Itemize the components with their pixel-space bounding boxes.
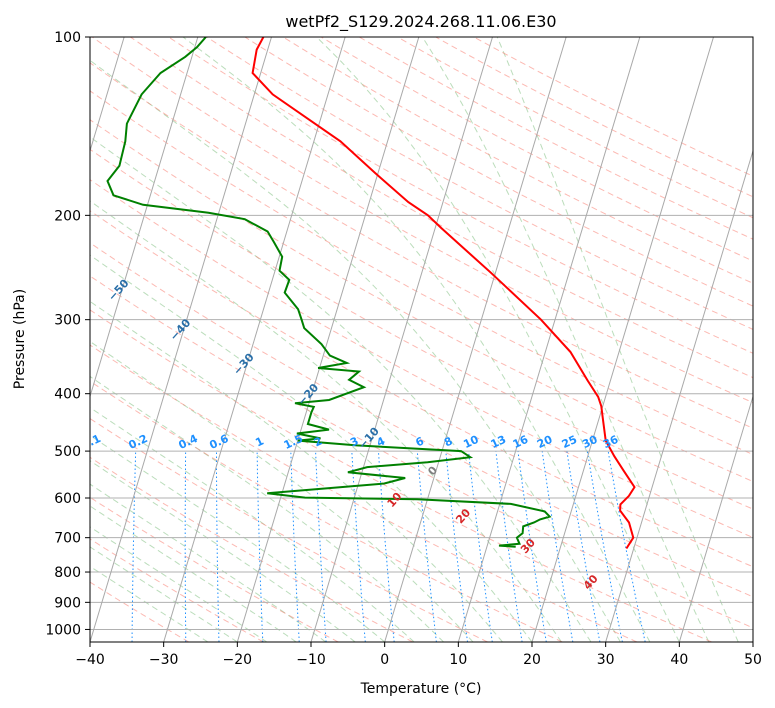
mixing-ratio-label: 20: [535, 433, 555, 451]
isotherm-line: [310, 37, 493, 642]
y-tick-label: 300: [54, 313, 81, 329]
moist-adiabat-line: [90, 546, 238, 642]
mixing-ratio-line: [351, 451, 366, 642]
isotherm-line: [605, 149, 753, 642]
x-tick-label: 10: [449, 652, 467, 668]
moist-adiabat-line: [90, 340, 474, 642]
y-tick-label: 800: [54, 565, 81, 581]
x-tick-label: −40: [75, 652, 105, 668]
y-tick-label: 900: [54, 595, 81, 611]
isotherm-line: [163, 37, 346, 642]
dry-adiabat-line: [90, 456, 414, 642]
moist-adiabat-line: [90, 483, 326, 642]
mixing-ratio-line: [377, 451, 395, 642]
dry-adiabat-line: [167, 37, 753, 354]
moist-adiabat-line: [90, 434, 386, 642]
isotherm-line: [90, 37, 125, 153]
dry-adiabat-line: [90, 417, 488, 642]
x-tick-label: 30: [597, 652, 615, 668]
moist-adiabat-line: [90, 526, 268, 642]
mixing-ratio-line: [586, 451, 623, 642]
isotherm-line: [90, 37, 272, 642]
moist-adiabat-line: [182, 37, 651, 642]
dry-adiabat-line: [90, 538, 264, 642]
y-tick-label: 1000: [45, 622, 81, 638]
y-tick-label: 500: [54, 444, 81, 460]
moist-adiabat-line: [90, 254, 533, 642]
isotherm-line: [457, 37, 641, 642]
x-axis: −40 −30 −20 −10 0 10 20 30 40 50: [75, 642, 762, 668]
dry-adiabat-line: [90, 148, 753, 510]
dry-adiabat-line: [90, 90, 753, 456]
y-tick-label: 200: [54, 208, 81, 224]
moist-adiabat-line: [421, 37, 710, 642]
x-tick-label: −10: [296, 652, 326, 668]
mixing-ratio-label: 25: [560, 433, 579, 451]
sounding-profiles: [106, 37, 636, 550]
x-tick-label: −30: [149, 652, 179, 668]
y-tick-label: 100: [54, 30, 81, 46]
mixing-ratio-line: [416, 451, 437, 642]
moist-adiabat-line: [90, 59, 621, 642]
y-tick-label: 600: [54, 491, 81, 507]
chart-title: wetPf2_S129.2024.268.11.06.E30: [285, 12, 556, 32]
y-axis-label: Pressure (hPa): [12, 289, 28, 389]
isotherm-line: [236, 37, 420, 642]
dry-adiabat-line: [90, 242, 753, 598]
isotherm-line: [678, 394, 753, 642]
mixing-ratio-line: [468, 451, 493, 642]
x-tick-label: 0: [380, 652, 389, 668]
moist-adiabat-line: [90, 565, 209, 642]
mixing-ratio-lines: [131, 451, 646, 642]
isotherm-line: [90, 37, 199, 399]
x-tick-label: 20: [523, 652, 541, 668]
dewpoint-line: [106, 37, 552, 548]
moist-adiabat-line: [90, 300, 503, 642]
moist-adiabat-line: [496, 37, 739, 642]
y-tick-label: 400: [54, 387, 81, 403]
dry-adiabat-line: [90, 344, 638, 642]
dry-adiabat-line: [90, 210, 753, 568]
dry-adiabat-line: [90, 179, 753, 539]
dry-adiabat-line: [90, 309, 712, 642]
isobar-gridlines: [90, 37, 753, 630]
mixing-ratio-label: 16: [511, 433, 531, 451]
temperature-line: [251, 37, 636, 550]
plot-area: −100−90−80−70−60−50−40−30−20−1000.10.20.…: [90, 37, 753, 642]
x-tick-label: 50: [744, 652, 762, 668]
x-axis-label: Temperature (°C): [360, 681, 482, 697]
mixing-ratio-label: 36: [601, 433, 621, 451]
mixing-ratio-line: [607, 451, 646, 642]
y-tick-label: 700: [54, 531, 81, 547]
mixing-ratio-label: 10: [461, 433, 481, 451]
moist-adiabat-line: [90, 375, 444, 642]
moist-adiabat-line: [90, 406, 415, 642]
x-tick-label: 40: [670, 652, 688, 668]
mixing-ratio-line: [495, 451, 523, 642]
mixing-ratio-line: [445, 451, 468, 642]
isotherm-line: [384, 37, 567, 642]
isotherm-line: [531, 37, 714, 642]
mixing-ratio-label: 30: [580, 433, 600, 451]
x-tick-label: −20: [223, 652, 253, 668]
mixing-ratio-label: 13: [489, 433, 508, 451]
plot-frame: [89, 36, 754, 643]
dry-adiabat-line: [282, 37, 753, 284]
mixing-ratio-line: [517, 451, 547, 642]
moist-adiabat-line: [90, 200, 562, 642]
dry-adiabat-line: [90, 62, 753, 429]
y-axis: 100 200 300 400 500 600 700 800 900 1000: [45, 30, 90, 638]
dry-adiabats: [90, 37, 753, 642]
isotherm-gridlines: [90, 37, 753, 642]
dry-adiabat-line: [90, 581, 190, 642]
